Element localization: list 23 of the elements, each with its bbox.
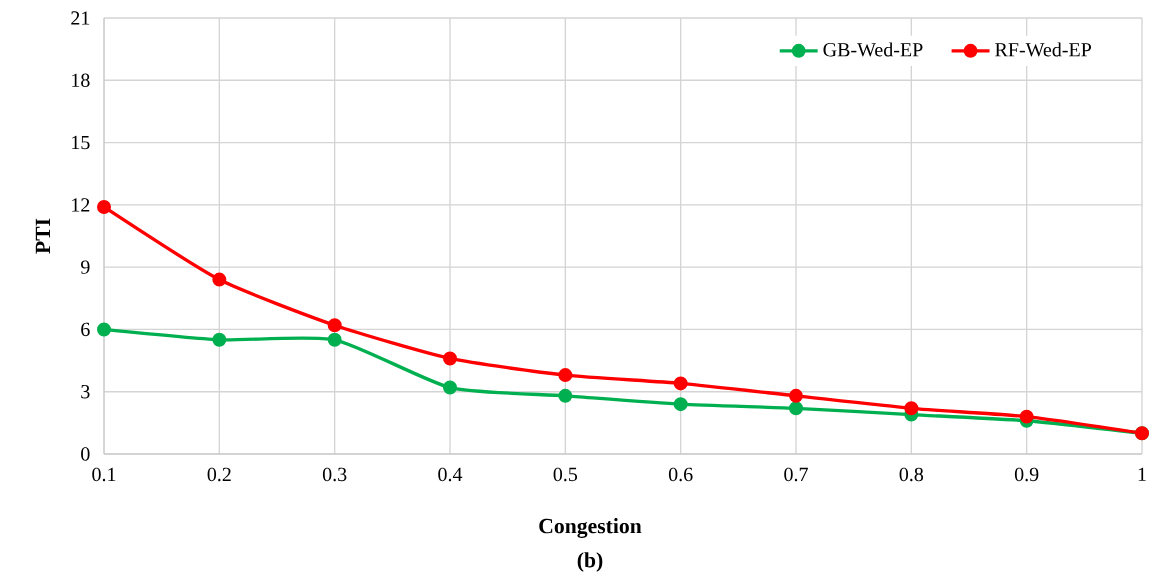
y-tick-label: 3 xyxy=(81,384,90,399)
x-tick-label: 0.2 xyxy=(207,467,231,482)
x-tick-label: 0.1 xyxy=(92,467,116,482)
y-axis-title: PTI xyxy=(35,218,51,254)
x-tick-label: 0.7 xyxy=(784,467,808,482)
x-tick-label: 0.4 xyxy=(438,467,463,482)
x-axis-title: Congestion xyxy=(539,518,642,538)
y-tick-label: 18 xyxy=(72,73,90,88)
x-tick-label: 0.5 xyxy=(553,467,578,482)
x-tick-label: 0.3 xyxy=(322,467,347,482)
x-tick-label: 0.8 xyxy=(899,467,924,482)
legend-label: GB-Wed-EP xyxy=(823,42,923,57)
y-tick-label: 6 xyxy=(81,322,90,337)
legend-label: RF-Wed-EP xyxy=(995,42,1092,57)
x-tick-label: 0.9 xyxy=(1014,467,1039,482)
text: (b) xyxy=(577,552,603,572)
x-tick-label: 0.6 xyxy=(668,467,693,482)
x-tick-label: 1 xyxy=(1138,467,1146,481)
y-tick-label: 12 xyxy=(72,198,90,212)
y-tick-label: 9 xyxy=(80,260,90,274)
y-tick-label: 21 xyxy=(71,11,90,25)
y-tick-label: 0 xyxy=(81,447,90,461)
y-tick-label: 15 xyxy=(72,135,90,150)
